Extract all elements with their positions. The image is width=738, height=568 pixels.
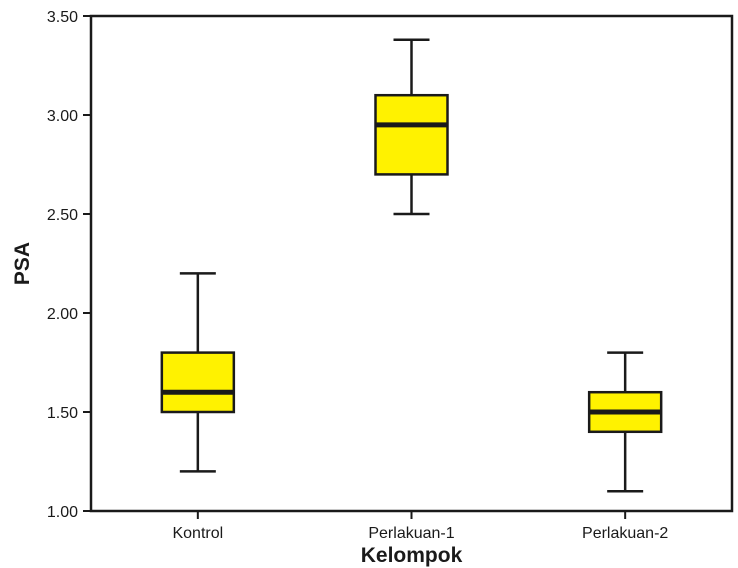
x-tick-label: Perlakuan-2 (582, 525, 668, 542)
iqr-box (160, 351, 236, 414)
y-axis-ticks: 1.00 1.50 2.00 2.50 3.00 3.50 (47, 9, 91, 521)
box-series (160, 38, 663, 493)
y-tick-label: 3.50 (47, 9, 78, 26)
box-kontrol (160, 272, 236, 473)
y-tick-label: 1.00 (47, 504, 78, 521)
y-tick-label: 1.50 (47, 405, 78, 422)
y-tick-label: 2.00 (47, 306, 78, 323)
x-tick-label: Kontrol (172, 525, 223, 542)
iqr-box (374, 93, 449, 176)
x-axis-title: Kelompok (361, 544, 463, 567)
y-axis-title: PSA (11, 242, 34, 285)
y-tick-label: 3.00 (47, 108, 78, 125)
x-axis-ticks: Kontrol Perlakuan-1 Perlakuan-2 (172, 511, 668, 542)
plot-frame (89, 14, 734, 513)
x-tick-label: Perlakuan-1 (368, 525, 454, 542)
y-tick-label: 2.50 (47, 207, 78, 224)
box-perlakuan-2 (587, 351, 663, 493)
box-perlakuan-1 (374, 38, 449, 216)
